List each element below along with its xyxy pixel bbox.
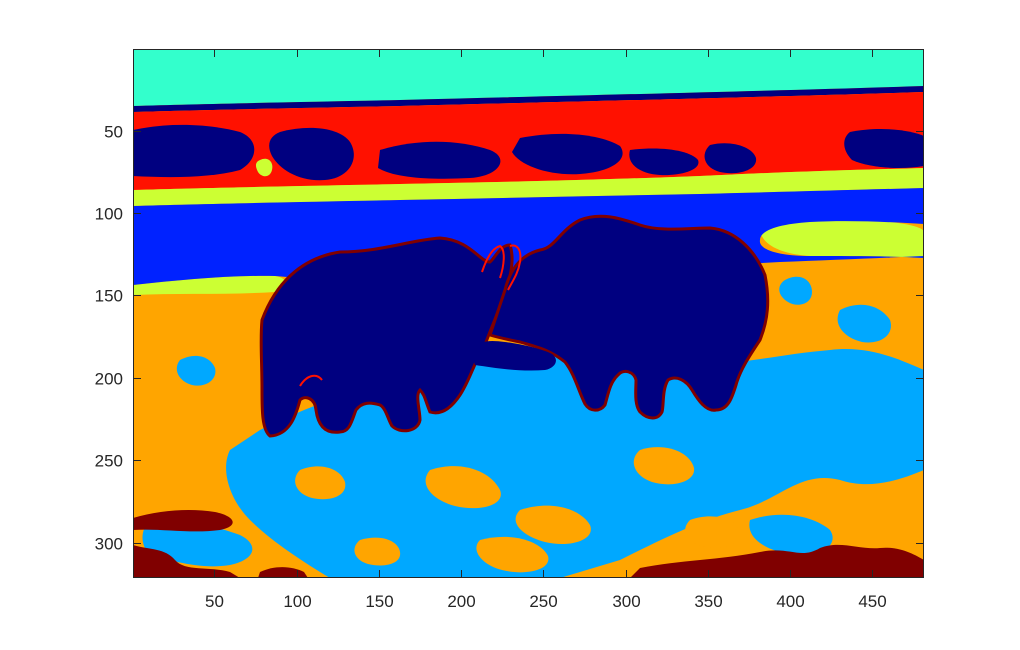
- x-tick-label: 450: [858, 592, 886, 611]
- x-tick-label: 400: [776, 592, 804, 611]
- region-lime-spot-3: [759, 220, 924, 258]
- region-maroon-bottom: [133, 545, 240, 578]
- y-tick-label: 250: [95, 452, 123, 471]
- x-tick-label: 100: [283, 592, 311, 611]
- region-sky-patch-right-3: [874, 406, 923, 446]
- region-lime-band: [133, 168, 924, 206]
- region-sky-patch-lower-right: [749, 514, 833, 556]
- region-lime-spot-4: [133, 275, 287, 295]
- y-tick-label: 50: [104, 123, 123, 142]
- region-red-edge-head: [481, 244, 505, 279]
- region-orange-island-7: [354, 537, 401, 566]
- region-orange-island-5: [476, 536, 549, 573]
- region-red-edge-head-2: [507, 244, 522, 291]
- x-tick-label: 300: [612, 592, 640, 611]
- axes-box: [133, 49, 924, 578]
- region-hippo-left: [259, 236, 514, 438]
- region-sky-patch-mid-left: [176, 355, 216, 386]
- region-lime-spot-1: [255, 158, 273, 177]
- region-orange-island-4: [633, 447, 695, 485]
- region-orange-island-1: [295, 466, 346, 500]
- x-tick-label: 150: [365, 592, 393, 611]
- region-sky-patch-right-2: [779, 276, 812, 305]
- region-hippo-heads: [470, 340, 556, 371]
- x-tick-label: 250: [529, 592, 557, 611]
- region-navy-blob-7: [844, 129, 924, 168]
- region-navy-blob-2: [269, 127, 354, 181]
- y-tick-label: 300: [95, 535, 123, 554]
- x-tick-label: 200: [447, 592, 475, 611]
- region-maroon-bottom-2: [133, 510, 233, 532]
- y-axis: 50 100 150 200 250 300: [95, 123, 924, 554]
- region-sky-patch-left: [142, 518, 253, 567]
- region-cyan-top: [133, 49, 924, 106]
- region-red-edge-leg: [299, 374, 323, 387]
- region-orange-island-2: [425, 466, 501, 509]
- region-navy-blob-6: [704, 143, 757, 174]
- x-axis: 50 100 150 200 250 300 350 400 450: [205, 49, 887, 611]
- region-navy-blob-3: [378, 141, 501, 179]
- y-tick-label: 150: [95, 287, 123, 306]
- region-navy-line-top: [133, 86, 924, 112]
- x-tick-label: 350: [694, 592, 722, 611]
- region-maroon-bottom-3: [258, 567, 308, 578]
- region-maroon-bottom-right: [630, 544, 924, 578]
- segmentation-image: [133, 49, 924, 578]
- region-navy-blob-5: [629, 148, 699, 176]
- region-sky-patch-right-1: [837, 304, 891, 343]
- region-navy-blob-1: [133, 124, 255, 178]
- region-hippo-right: [488, 214, 770, 420]
- region-navy-blob-4: [512, 133, 623, 175]
- x-tick-label: 50: [205, 592, 224, 611]
- y-tick-label: 100: [95, 205, 123, 224]
- region-orange-island-3: [515, 505, 591, 545]
- region-orange-island-6: [685, 516, 741, 548]
- y-tick-label: 200: [95, 370, 123, 389]
